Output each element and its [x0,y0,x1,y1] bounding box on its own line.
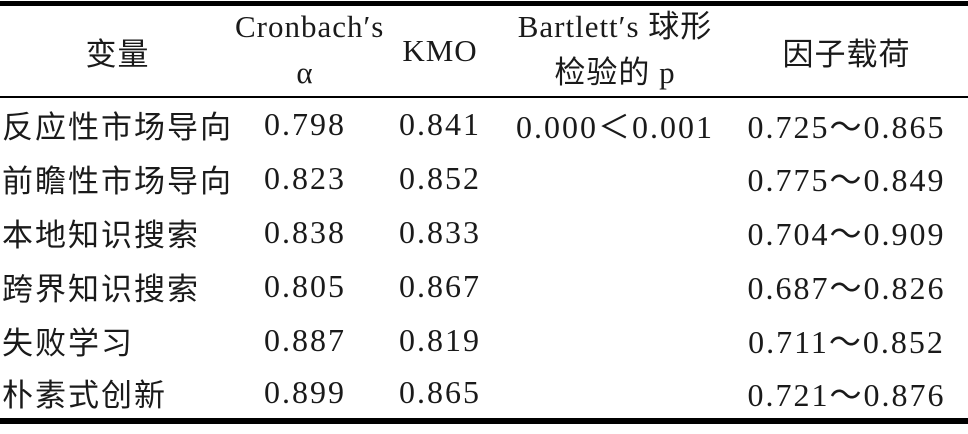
cell-factor-loading: 0.687～0.826 [747,270,946,306]
table-row: 失败学习 0.887 0.819 0.711～0.852 [0,313,968,367]
table-body: 反应性市场导向 0.798 0.841 0.000＜0.001 0.725～0.… [0,97,968,421]
table-header: 变量 Cronbach′s α KMO Bartlett′s 球形 检验的 p … [0,3,968,98]
table-row: 本地知识搜索 0.838 0.833 0.704～0.909 [0,205,968,259]
table-row: 前瞻性市场导向 0.823 0.852 0.775～0.849 [0,151,968,205]
cell-cronbach-alpha: 0.887 [264,321,346,358]
cell-cronbach-alpha: 0.838 [264,213,346,250]
cell-bartlett-p [505,313,725,367]
cell-kmo: 0.867 [399,267,481,304]
cell-variable: 失败学习 [2,325,134,361]
header-bartlett-p: Bartlett′s 球形 检验的 p [505,3,725,98]
header-bartlett-line1: Bartlett′s 球形 [517,9,713,44]
table-row: 反应性市场导向 0.798 0.841 0.000＜0.001 0.725～0.… [0,97,968,151]
cell-factor-loading: 0.711～0.852 [748,324,945,360]
cell-variable: 朴素式创新 [2,378,167,413]
header-cronbach-line1: Cronbach′s [235,9,385,44]
header-row: 变量 Cronbach′s α KMO Bartlett′s 球形 检验的 p … [0,3,968,98]
header-cronbach-alpha: Cronbach′s α [235,3,385,98]
cell-factor-loading: 0.725～0.865 [747,108,946,145]
cell-kmo: 0.841 [399,106,481,142]
cell-cronbach-alpha: 0.798 [264,106,346,142]
header-kmo: KMO [375,3,505,98]
cell-kmo: 0.852 [399,159,481,196]
cell-cronbach-alpha: 0.899 [264,374,346,410]
cell-variable: 前瞻性市场导向 [2,163,233,199]
cell-bartlett-p [505,259,725,313]
cell-variable: 本地知识搜索 [2,217,200,253]
cell-kmo: 0.865 [399,374,481,410]
reliability-validity-table: 变量 Cronbach′s α KMO Bartlett′s 球形 检验的 p … [0,1,968,424]
cell-factor-loading: 0.704～0.909 [747,216,946,252]
cell-kmo: 0.819 [399,321,481,358]
cell-cronbach-alpha: 0.823 [264,159,346,196]
cell-bartlett-p: 0.000＜0.001 [515,108,714,145]
table-row: 跨界知识搜索 0.805 0.867 0.687～0.826 [0,259,968,313]
cell-cronbach-alpha: 0.805 [264,267,346,304]
header-variable: 变量 [0,3,235,98]
header-bartlett-line2: 检验的 p [554,55,676,90]
header-factor-loading: 因子载荷 [725,3,968,98]
cell-factor-loading: 0.775～0.849 [747,162,946,198]
table-row: 朴素式创新 0.899 0.865 0.721～0.876 [0,367,968,421]
header-cronbach-line2: α [296,55,314,90]
cell-bartlett-p [505,205,725,259]
cell-variable: 反应性市场导向 [2,110,233,145]
cell-bartlett-p [505,367,725,421]
cell-bartlett-p [505,151,725,205]
cell-kmo: 0.833 [399,213,481,250]
cell-factor-loading: 0.721～0.876 [747,376,946,413]
cell-variable: 跨界知识搜索 [2,271,200,307]
